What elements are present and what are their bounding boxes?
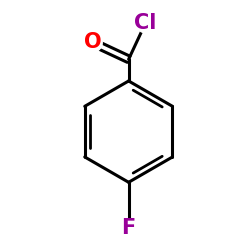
Text: Cl: Cl <box>134 13 157 33</box>
Text: O: O <box>84 32 101 52</box>
Text: F: F <box>122 218 136 238</box>
